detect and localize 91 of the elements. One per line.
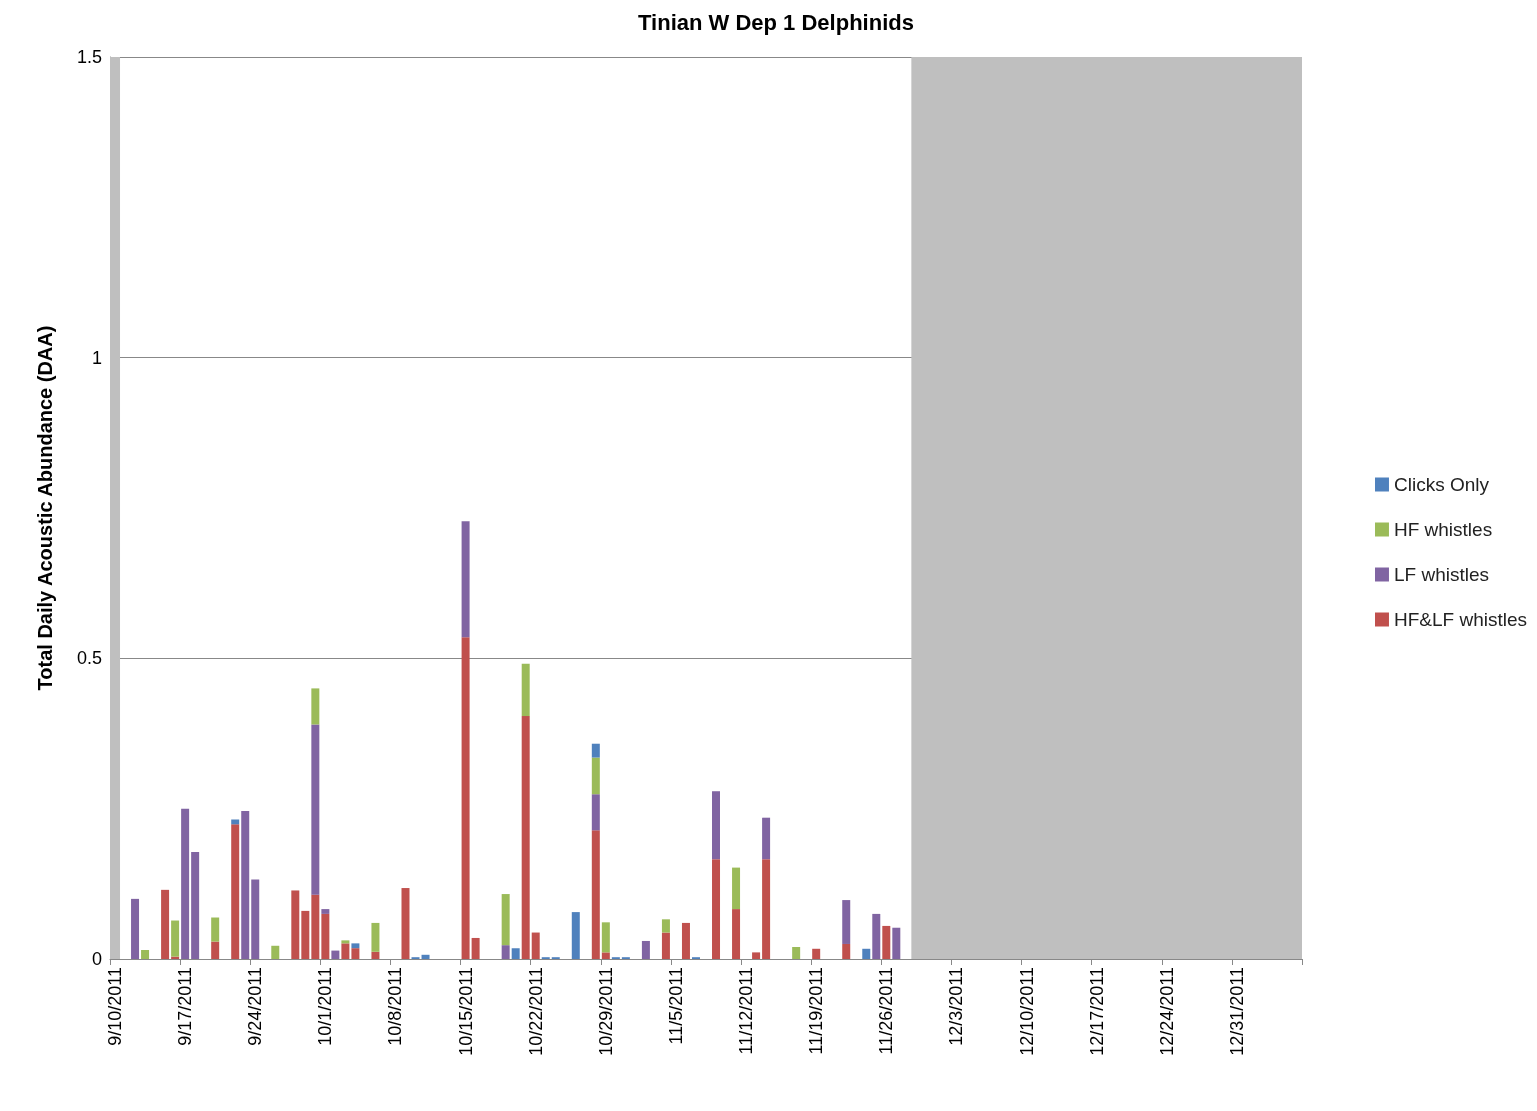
bar	[131, 898, 140, 959]
x-tick-label: 12/3/2011	[946, 967, 967, 1046]
bar	[181, 808, 190, 959]
y-tick-label: 1.5	[76, 47, 102, 67]
bar	[752, 952, 761, 959]
bar	[321, 913, 330, 959]
bar	[501, 945, 510, 959]
bar	[471, 937, 480, 959]
bar	[601, 922, 610, 953]
y-axis-title: Total Daily Acoustic Abundance (DAA)	[34, 325, 56, 691]
bar	[331, 950, 340, 959]
bar	[171, 920, 180, 957]
bar	[732, 909, 741, 959]
bar	[681, 922, 690, 959]
x-tick-label: 11/26/2011	[876, 967, 897, 1055]
bar	[231, 824, 240, 959]
bar	[521, 716, 530, 959]
bar	[291, 890, 300, 959]
y-tick-label: 0.5	[76, 648, 102, 669]
bar	[591, 743, 600, 758]
bar	[641, 940, 650, 959]
bar	[461, 637, 470, 959]
bar	[762, 859, 771, 959]
bar	[712, 791, 721, 860]
bar	[511, 948, 520, 959]
y-tick-label: 0	[91, 949, 102, 969]
bar	[661, 932, 670, 959]
x-tick-label: 12/17/2011	[1086, 967, 1107, 1056]
bar	[341, 943, 350, 959]
bar	[351, 948, 360, 959]
x-tick-label: 9/10/2011	[105, 967, 126, 1046]
bar	[301, 910, 310, 959]
bar	[191, 851, 200, 959]
bar	[371, 922, 380, 952]
bar	[712, 859, 721, 959]
bar	[892, 927, 901, 959]
x-tick-label: 10/29/2011	[595, 967, 616, 1056]
bar	[812, 948, 821, 959]
y-tick-label: 1	[91, 347, 102, 368]
bar	[311, 894, 320, 959]
bar	[661, 919, 670, 933]
x-tick-label: 12/10/2011	[1016, 967, 1037, 1056]
x-tick-label: 12/24/2011	[1156, 967, 1177, 1056]
bar	[141, 949, 150, 959]
x-tick-label: 11/12/2011	[736, 967, 757, 1055]
x-tick-label: 11/19/2011	[806, 967, 827, 1055]
x-tick-label: 10/1/2011	[315, 967, 336, 1046]
bar	[732, 867, 741, 910]
bar	[842, 943, 851, 959]
legend-label: HF&LF whistles	[1393, 609, 1527, 630]
x-tick-label: 10/22/2011	[525, 967, 546, 1056]
chart-title: Tinian W Dep 1 Delphinids	[638, 9, 914, 35]
x-tick-label: 9/17/2011	[175, 967, 196, 1046]
bar	[862, 948, 871, 959]
x-tick-label: 10/15/2011	[455, 967, 476, 1056]
bar	[321, 909, 330, 914]
bar	[421, 954, 430, 959]
bar	[311, 724, 320, 895]
x-tick-label: 10/8/2011	[385, 967, 406, 1046]
bar	[211, 917, 220, 942]
bar	[842, 900, 851, 944]
bar	[591, 757, 600, 795]
bar	[311, 688, 320, 725]
bar	[882, 925, 891, 959]
bar	[872, 913, 881, 959]
bar	[371, 951, 380, 959]
legend-label: LF whistles	[1393, 564, 1489, 585]
bar	[241, 811, 250, 959]
bar	[591, 794, 600, 831]
bar	[401, 888, 410, 959]
bar	[341, 940, 350, 944]
bar	[351, 943, 360, 949]
bar	[271, 945, 280, 959]
x-tick-label: 12/31/2011	[1226, 967, 1247, 1056]
bar	[161, 889, 170, 959]
bar	[792, 946, 801, 959]
bar	[521, 663, 530, 717]
bar	[461, 521, 470, 638]
bar	[591, 830, 600, 959]
x-tick-label: 9/24/2011	[245, 967, 266, 1046]
bar	[501, 894, 510, 946]
legend-label: Clicks Only	[1393, 474, 1490, 495]
bar	[601, 952, 610, 959]
bar	[231, 819, 240, 825]
legend-label: HF whistles	[1393, 519, 1493, 540]
bar	[571, 912, 580, 959]
bar	[211, 941, 220, 959]
bar	[531, 932, 540, 959]
bar	[762, 817, 771, 860]
x-tick-label: 11/5/2011	[665, 967, 686, 1045]
bar	[251, 879, 260, 959]
